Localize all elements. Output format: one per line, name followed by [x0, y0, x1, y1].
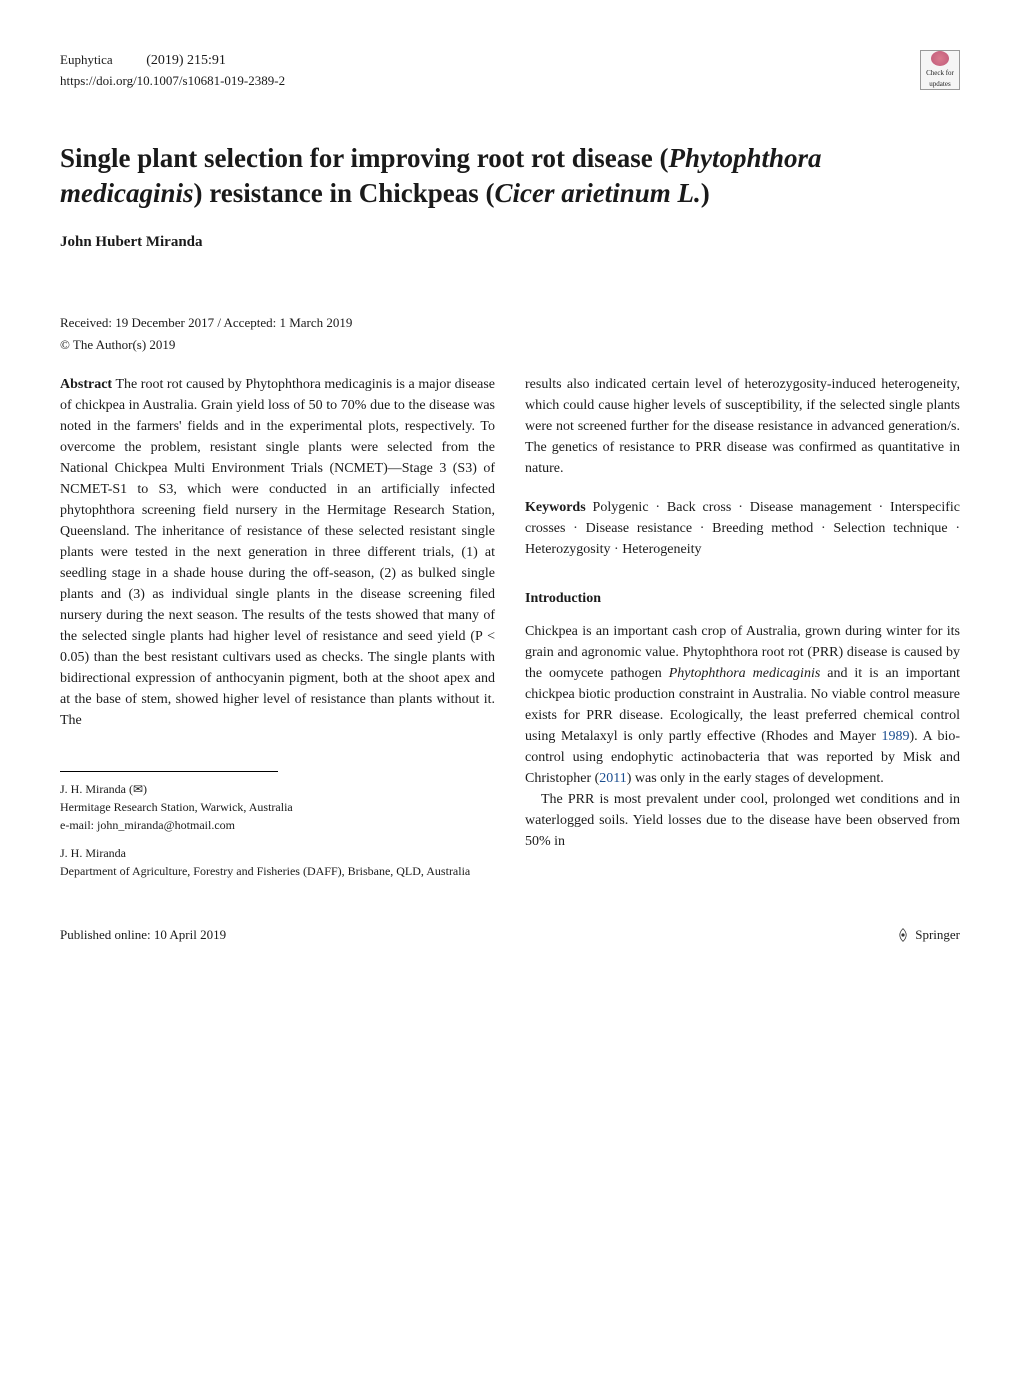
title-latin2: Cicer arietinum L. [495, 178, 701, 208]
publisher-name: Springer [915, 925, 960, 945]
intro-p1: Chickpea is an important cash crop of Au… [525, 621, 960, 789]
copyright: © The Author(s) 2019 [60, 335, 960, 355]
badge-label: Check for updates [921, 68, 959, 89]
keywords-text: Polygenic · Back cross · Disease managem… [525, 500, 960, 557]
published-online: Published online: 10 April 2019 [60, 925, 226, 945]
journal-line: Euphytica (2019) 215:91 [60, 50, 285, 71]
intro-p1-italic: Phytophthora medicaginis [669, 666, 821, 681]
page-header: Euphytica (2019) 215:91 https://doi.org/… [60, 50, 960, 91]
author-name: John Hubert Miranda [60, 231, 960, 254]
abstract-left: Abstract The root rot caused by Phytopht… [60, 374, 495, 731]
affiliation-divider [60, 771, 278, 772]
journal-name: Euphytica [60, 52, 113, 67]
article-title: Single plant selection for improving roo… [60, 141, 960, 211]
springer-icon [895, 927, 911, 943]
abstract-right: results also indicated certain level of … [525, 374, 960, 479]
doi-link[interactable]: https://doi.org/10.1007/s10681-019-2389-… [60, 71, 285, 91]
crossmark-badge[interactable]: Check for updates [920, 50, 960, 90]
intro-heading: Introduction [525, 588, 960, 609]
issue-ref: (2019) 215:91 [146, 53, 226, 68]
article-dates: Received: 19 December 2017 / Accepted: 1… [60, 313, 960, 333]
keywords-heading: Keywords [525, 500, 586, 515]
crossmark-icon [931, 51, 949, 66]
affil2-name: J. H. Miranda [60, 846, 126, 860]
right-column: results also indicated certain level of … [525, 374, 960, 890]
affil1-email: e-mail: john_miranda@hotmail.com [60, 816, 495, 834]
left-column: Abstract The root rot caused by Phytopht… [60, 374, 495, 890]
publisher-logo: Springer [895, 925, 960, 945]
page-footer: Published online: 10 April 2019 Springer [60, 925, 960, 945]
title-pre: Single plant selection for improving roo… [60, 143, 669, 173]
intro-p1-d: ) was only in the early stages of develo… [627, 771, 884, 786]
title-mid: ) resistance in Chickpeas ( [194, 178, 495, 208]
keywords: Keywords Polygenic · Back cross · Diseas… [525, 497, 960, 560]
title-post: ) [701, 178, 710, 208]
ref-year-1989[interactable]: 1989 [882, 729, 910, 744]
journal-info: Euphytica (2019) 215:91 https://doi.org/… [60, 50, 285, 91]
affil1-inst: Hermitage Research Station, Warwick, Aus… [60, 798, 495, 816]
abstract-heading: Abstract [60, 377, 112, 392]
abstract-left-text: The root rot caused by Phytophthora medi… [60, 377, 495, 728]
affiliation-2: J. H. Miranda Department of Agriculture,… [60, 844, 495, 880]
affil1-name: J. H. Miranda (✉) [60, 782, 147, 796]
affiliation-1: J. H. Miranda (✉) Hermitage Research Sta… [60, 780, 495, 834]
ref-year-2011[interactable]: 2011 [599, 771, 626, 786]
affil2-inst: Department of Agriculture, Forestry and … [60, 862, 495, 880]
intro-p2: The PRR is most prevalent under cool, pr… [525, 789, 960, 852]
body-columns: Abstract The root rot caused by Phytopht… [60, 374, 960, 890]
